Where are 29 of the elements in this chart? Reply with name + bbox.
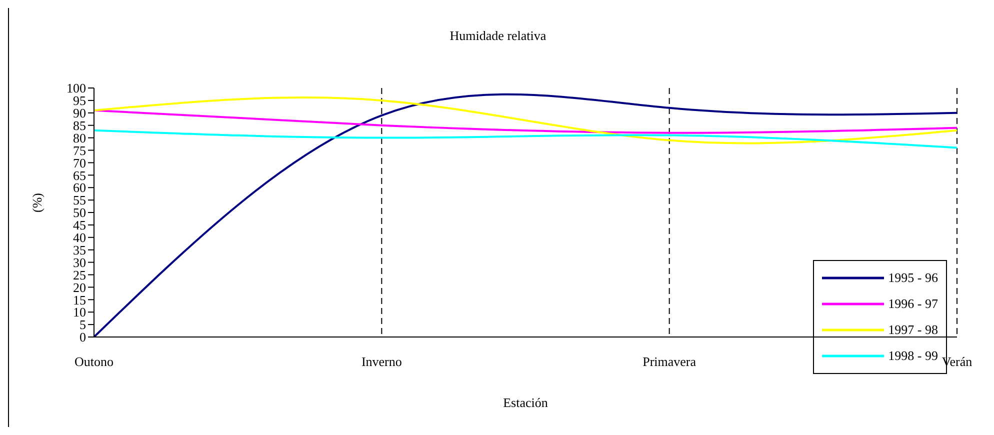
chart-title: Humidade relativa <box>448 28 548 44</box>
y-tick-label: 15 <box>73 292 86 308</box>
y-tick-label: 20 <box>73 280 86 295</box>
legend-label: 1998 - 99 <box>888 348 938 364</box>
legend-label: 1996 - 97 <box>888 296 938 312</box>
line-series <box>93 109 958 134</box>
y-tick-label: 95 <box>73 93 86 108</box>
y-tick-label: 5 <box>80 317 86 332</box>
y-tick-label: 100 <box>66 80 86 96</box>
y-tick-label: 30 <box>73 254 86 270</box>
y-tick-label: 70 <box>73 155 86 170</box>
y-tick-label: 60 <box>73 180 86 196</box>
y-tick-label: 25 <box>73 267 86 282</box>
y-tick-label: 55 <box>73 192 86 208</box>
x-tick-label: Primavera <box>642 354 696 370</box>
y-axis-title: (%) <box>30 193 45 212</box>
line-series <box>93 129 958 149</box>
y-tick-label: 65 <box>73 168 86 183</box>
x-tick-label: Outono <box>74 354 114 370</box>
x-tick-label: Inverno <box>361 354 402 370</box>
x-axis-title: Estación <box>503 395 548 410</box>
legend-label: 1995 - 96 <box>888 270 938 286</box>
y-tick-label: 80 <box>73 130 86 146</box>
y-tick-label: 10 <box>73 304 86 320</box>
y-tick-label: 0 <box>80 330 86 345</box>
y-tick-label: 50 <box>73 205 86 220</box>
y-tick-label: 75 <box>73 142 86 158</box>
legend-label: 1997 - 98 <box>888 322 938 338</box>
y-tick-label: 45 <box>73 218 86 233</box>
